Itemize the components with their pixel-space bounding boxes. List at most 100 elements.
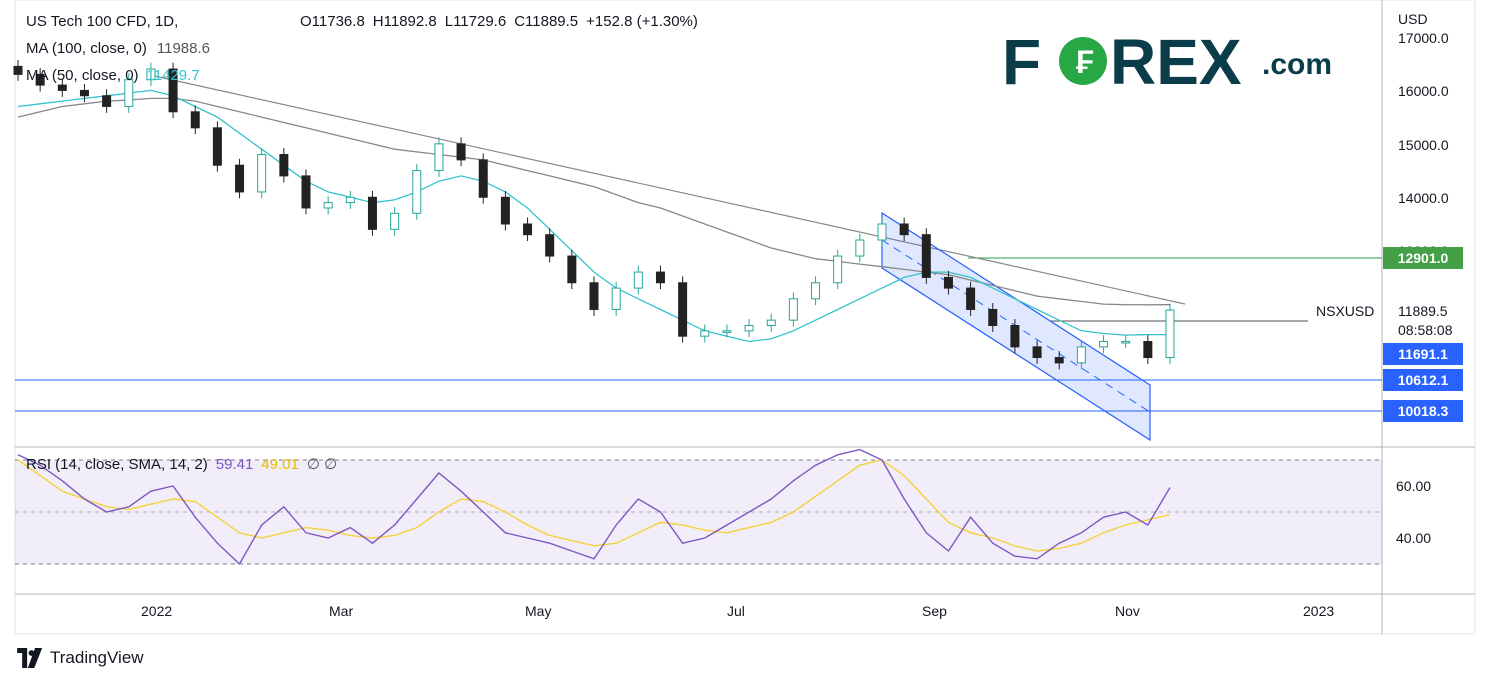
candle-body-up [434,143,444,172]
candle[interactable] [678,276,688,343]
candle-body-down [190,111,200,129]
candle[interactable] [766,313,776,332]
candle[interactable] [1099,335,1109,354]
candle-body-down [500,196,510,225]
candle-body-up [257,154,267,193]
svg-text:₣: ₣ [1076,44,1094,80]
candle-body-up [855,239,865,257]
candle[interactable] [833,249,843,290]
candle-body-up [124,79,134,107]
candle-body-up [700,330,710,337]
candle[interactable] [545,228,555,263]
candle[interactable] [434,137,444,177]
symbol-title[interactable]: US Tech 100 CFD, 1D, [26,13,178,30]
tradingview-brand[interactable]: TradingView [16,648,144,668]
candle-body-down [943,276,953,289]
candle[interactable] [345,190,355,210]
last-price-tag: 11889.5 [1398,303,1448,319]
candle-body-up [811,282,821,300]
candle[interactable] [1054,351,1064,370]
candle-body-down [899,223,909,236]
candle-body-down [988,308,998,326]
candle[interactable] [1165,303,1175,364]
candle[interactable] [79,84,89,103]
price-tag-3[interactable] [1383,400,1463,422]
candle-body-down [102,95,112,107]
candle-body-up [1099,341,1109,348]
candle[interactable] [523,217,533,242]
symbol-tag: NSXUSD [1316,303,1374,319]
countdown-tag: 08:58:08 [1398,322,1453,338]
price-tag-2[interactable] [1383,369,1463,391]
candle-body-up [1121,341,1131,344]
candle[interactable] [1121,335,1131,348]
candle[interactable] [57,78,67,97]
ma50-legend[interactable]: MA (50, close, 0) 11429.7 [26,67,200,84]
ma100-line[interactable] [17,97,1171,306]
tradingview-label: TradingView [50,648,144,667]
candle-body-up [877,223,887,241]
candle[interactable] [412,164,422,220]
candle[interactable] [367,190,377,236]
price-tag-1[interactable] [1383,343,1463,365]
price-pane-frame [14,0,1476,635]
candle[interactable] [301,169,311,215]
candle[interactable] [390,206,400,236]
candle[interactable] [1032,340,1042,364]
ohlc-readout: O11736.8 H11892.8 L11729.6 C11889.5 +152.8 (… [300,13,698,30]
candle[interactable] [235,158,245,199]
candle[interactable] [35,67,45,92]
candle[interactable] [899,217,909,242]
candle[interactable] [877,217,887,247]
candle-body-down [279,154,289,177]
candle[interactable] [478,153,488,204]
candle[interactable] [611,281,621,316]
candle[interactable] [146,62,156,87]
candle[interactable] [323,196,333,215]
candle-body-up [788,298,798,321]
candle[interactable] [456,137,466,167]
candle[interactable] [633,265,643,295]
candle[interactable] [700,324,710,343]
candle[interactable] [788,292,798,327]
rsi-line[interactable] [17,448,1171,566]
ma50-line[interactable] [17,89,1170,343]
candle-body-down [478,159,488,198]
candle[interactable] [966,281,976,316]
candle[interactable] [190,105,200,135]
candle[interactable] [855,233,865,263]
candle[interactable] [1143,335,1153,364]
candle[interactable] [943,271,953,295]
candle-body-down [655,271,665,284]
candle[interactable] [102,89,112,113]
time-label-sep: Sep [922,603,947,619]
svg-text:F: F [1002,26,1041,98]
candle[interactable] [589,276,599,316]
candle[interactable] [124,73,134,113]
rsi-legend[interactable]: RSI (14, close, SMA, 14, 2) 59.41 49.01 ∅ ∅ [26,456,337,473]
price-tag-1-label: 11691.1 [1398,346,1448,362]
candle[interactable] [722,324,732,338]
candle[interactable] [811,276,821,306]
candle[interactable] [988,303,998,332]
candle[interactable] [212,121,222,172]
candle[interactable] [279,148,289,183]
candle-body-up [390,212,400,230]
candle[interactable] [744,319,754,338]
rsi-tick-60: 60.00 [1396,478,1431,494]
chart-canvas[interactable]: US Tech 100 CFD, 1D, O11736.8 H11892.8 L11… [0,0,1490,640]
candle[interactable] [500,190,510,231]
resistance-price-tag[interactable] [1383,247,1463,269]
candle[interactable] [921,228,931,284]
candle[interactable] [1010,319,1020,354]
candle[interactable] [1076,340,1086,370]
candle[interactable] [168,62,178,119]
ma100-legend[interactable]: MA (100, close, 0) 11988.6 [26,40,210,57]
candle-body-up [146,68,156,81]
descending-trendline[interactable] [149,74,1186,305]
candle[interactable] [13,59,23,81]
candle[interactable] [655,265,665,290]
candle[interactable] [257,148,267,199]
candle[interactable] [567,249,577,290]
rsi-sma-line[interactable] [17,459,1171,552]
